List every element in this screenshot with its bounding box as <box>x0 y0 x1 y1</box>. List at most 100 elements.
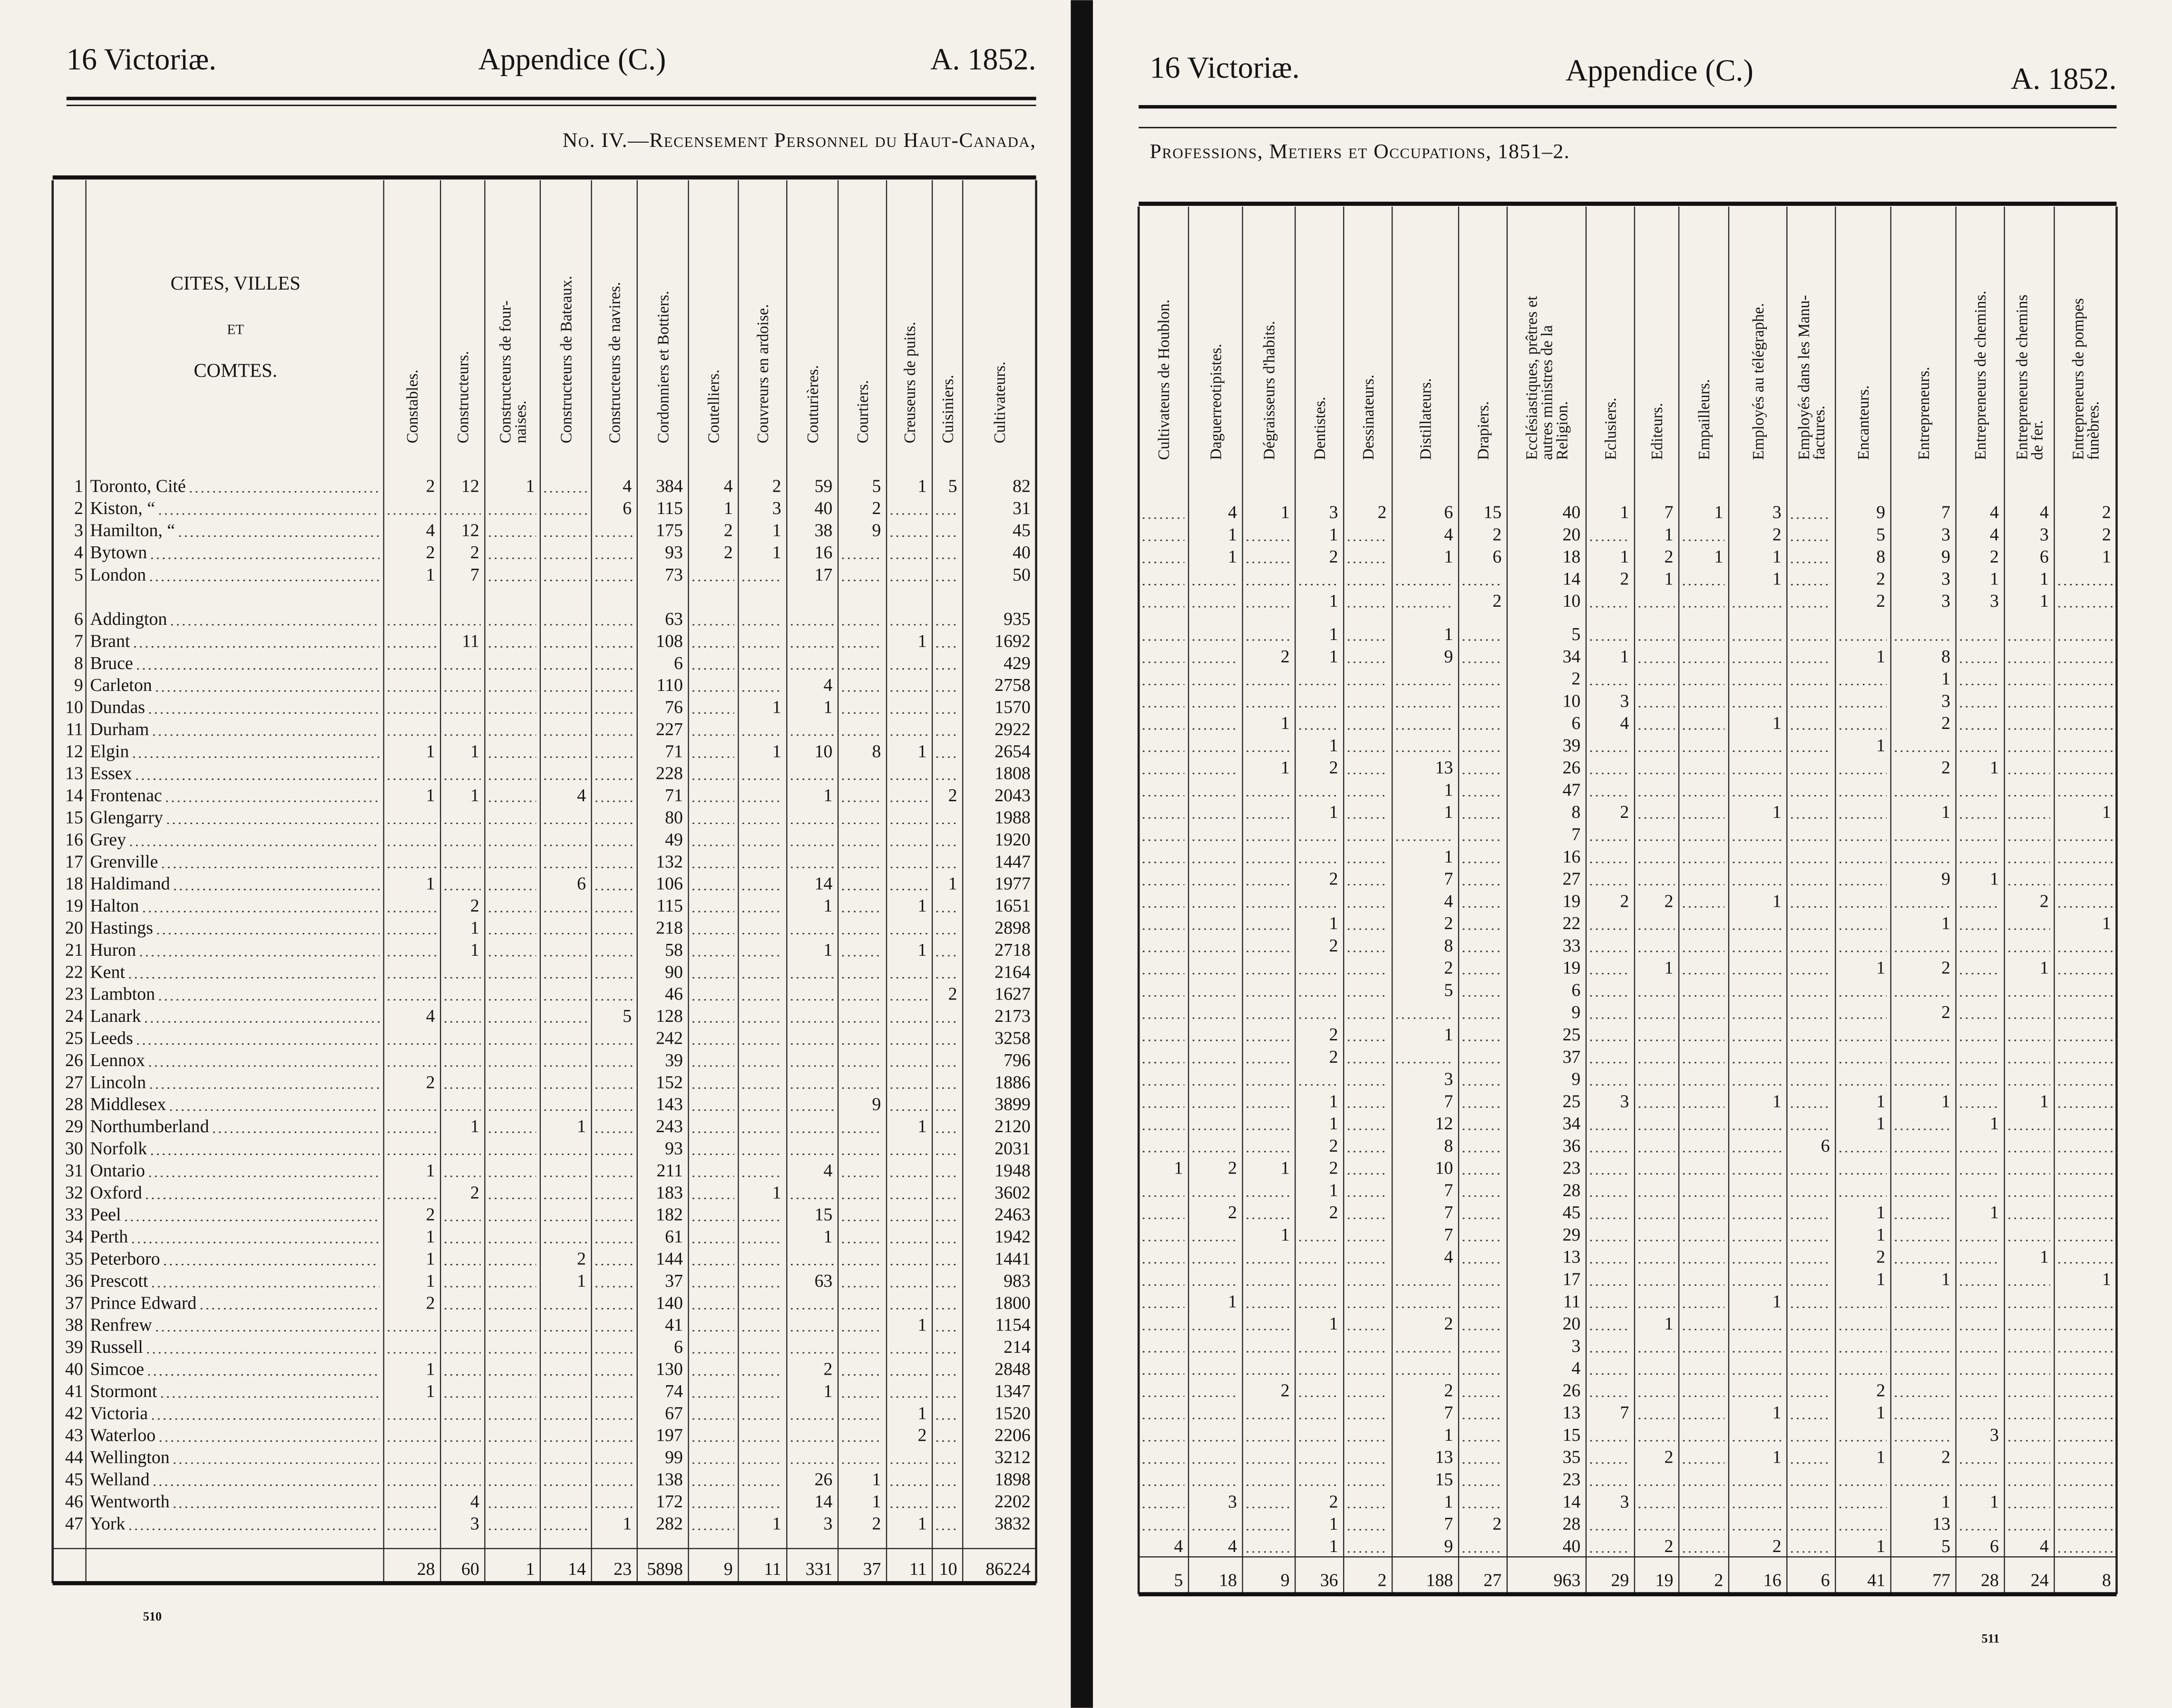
row-number: 42 <box>65 1403 83 1423</box>
row-number: 35 <box>65 1249 83 1269</box>
cell-value: 2 <box>872 498 881 518</box>
total-value: 9 <box>1281 1570 1290 1590</box>
cell-value: 2 <box>1228 1158 1237 1178</box>
cell-value: 20 <box>1562 524 1580 544</box>
cell-value: 39 <box>665 1050 683 1070</box>
cell-value: 935 <box>1003 609 1031 629</box>
cell-value: 76 <box>665 698 683 718</box>
cell-value: 3 <box>1941 524 1950 544</box>
cell-value: 29 <box>1562 1225 1580 1245</box>
cell-value: 2 <box>1329 936 1338 956</box>
cell-value: 12 <box>461 476 479 496</box>
cell-value: 2 <box>426 1293 435 1313</box>
cell-value: 40 <box>1562 503 1580 523</box>
cell-value: 1 <box>824 940 833 960</box>
subtitle: No. IV.—Recensement Personnel du Haut-Ca… <box>563 129 1036 152</box>
cell-value: 16 <box>1562 847 1580 867</box>
cell-value: 1 <box>1876 1091 1885 1111</box>
column-header: Couturières. <box>804 365 822 444</box>
row-name: Simcoe <box>90 1359 144 1379</box>
cell-value: 3 <box>1941 569 1950 589</box>
cell-value: 45 <box>1013 521 1031 541</box>
row-name: Perth <box>90 1227 128 1247</box>
cell-value: 1 <box>1773 1447 1782 1467</box>
cell-value: 2 <box>1941 958 1950 978</box>
total-value: 60 <box>461 1559 479 1579</box>
cell-value: 384 <box>656 476 683 496</box>
cell-value: 19 <box>1562 958 1580 978</box>
cell-value: 7 <box>1620 1403 1629 1423</box>
cell-value: 45 <box>1562 1203 1580 1223</box>
column-header: Dégraisseurs d'habits. <box>1261 321 1278 460</box>
row-number: 18 <box>65 874 83 894</box>
cell-value: 8 <box>1941 647 1950 667</box>
cell-value: 23 <box>1562 1158 1580 1178</box>
total-value: 188 <box>1426 1570 1453 1590</box>
cell-value: 1 <box>1665 569 1674 589</box>
cell-value: 282 <box>656 1514 683 1533</box>
cell-value: 1 <box>1444 1425 1453 1445</box>
row-number: 30 <box>65 1139 83 1159</box>
cell-value: 796 <box>1003 1050 1031 1070</box>
gutter <box>1071 0 1093 1708</box>
cell-value: 1 <box>1876 1536 1885 1556</box>
row-name: Oxford <box>90 1183 142 1203</box>
cell-value: 1 <box>1174 1158 1183 1178</box>
row-name: Hamilton, “ <box>90 521 175 541</box>
cell-value: 214 <box>1003 1337 1031 1357</box>
cell-value: 8 <box>1876 547 1885 567</box>
cell-value: 3 <box>470 1514 479 1533</box>
cell-value: 144 <box>656 1249 683 1269</box>
cell-value: 115 <box>657 896 683 916</box>
row-name: Welland <box>90 1469 149 1489</box>
cell-value: 1 <box>1281 503 1290 523</box>
cell-value: 218 <box>656 918 683 938</box>
row-number: 1 <box>74 476 83 496</box>
cell-value: 4 <box>1444 1247 1453 1267</box>
cell-value: 1 <box>824 896 833 916</box>
cell-value: 106 <box>656 874 683 894</box>
cell-value: 1 <box>1876 1114 1885 1134</box>
cell-value: 1942 <box>994 1227 1031 1247</box>
cell-value: 2 <box>1444 1314 1453 1334</box>
row-name: Wellington <box>90 1447 169 1467</box>
row-number: 43 <box>65 1426 83 1446</box>
cell-value: 2 <box>1941 1447 1950 1467</box>
cell-value: 1 <box>1329 591 1338 611</box>
cell-value: 63 <box>815 1271 833 1291</box>
cell-value: 1 <box>426 1381 435 1401</box>
cell-value: 5 <box>1876 524 1885 544</box>
row-number: 23 <box>65 984 83 1004</box>
cell-value: 1 <box>1941 669 1950 689</box>
row-name: Victoria <box>90 1403 148 1423</box>
row-name: Dundas <box>90 698 145 718</box>
cell-value: 2 <box>1329 1158 1338 1178</box>
cell-value: 40 <box>815 498 833 518</box>
cell-value: 3 <box>1620 1492 1629 1512</box>
cell-value: 2 <box>1444 958 1453 978</box>
row-number: 10 <box>65 698 83 718</box>
row-name: Wentworth <box>90 1492 169 1512</box>
cell-value: 1 <box>1228 524 1237 544</box>
cell-value: 1651 <box>994 896 1031 916</box>
cell-value: 1 <box>1665 524 1674 544</box>
cell-value: 1 <box>1329 1114 1338 1134</box>
cell-value: 2 <box>1444 913 1453 933</box>
column-header: Drapiers. <box>1475 401 1492 460</box>
cell-value: 3 <box>1941 591 1950 611</box>
cell-value: 8 <box>1571 802 1580 822</box>
cell-value: 50 <box>1013 565 1031 585</box>
row-name: Waterloo <box>90 1426 156 1446</box>
cell-value: 10 <box>1562 591 1580 611</box>
cell-value: 5 <box>1444 980 1453 1000</box>
cell-value: 17 <box>1562 1270 1580 1290</box>
row-name: Elgin <box>90 741 129 761</box>
cell-value: 1977 <box>994 874 1031 894</box>
cell-value: 47 <box>1562 780 1580 800</box>
total-value: 16 <box>1763 1570 1782 1590</box>
cell-value: 1 <box>2040 591 2049 611</box>
cell-value: 1898 <box>994 1469 1031 1489</box>
total-value: 11 <box>764 1559 781 1579</box>
cell-value: 14 <box>1562 569 1580 589</box>
cell-value: 2 <box>470 543 479 563</box>
